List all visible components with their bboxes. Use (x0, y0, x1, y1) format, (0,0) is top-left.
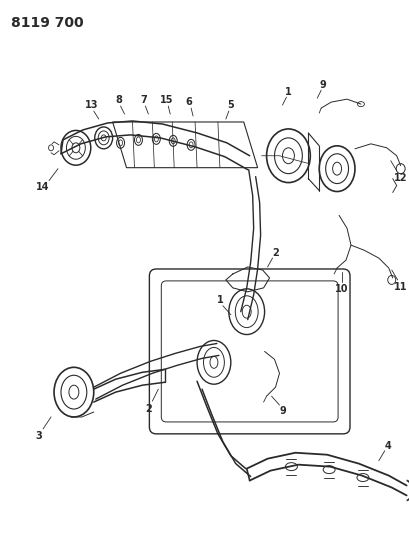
Text: 5: 5 (227, 100, 234, 110)
Text: 8119 700: 8119 700 (11, 15, 84, 30)
Text: 15: 15 (159, 95, 173, 105)
Text: 11: 11 (393, 282, 407, 292)
Text: 8: 8 (115, 95, 122, 105)
Text: 13: 13 (85, 100, 98, 110)
Text: 3: 3 (36, 431, 43, 441)
Text: 12: 12 (393, 173, 407, 183)
Text: 2: 2 (145, 404, 151, 414)
Text: 9: 9 (319, 80, 326, 90)
Text: 9: 9 (279, 406, 285, 416)
Text: 6: 6 (185, 97, 192, 107)
Text: 2: 2 (272, 248, 278, 258)
Text: 1: 1 (216, 295, 223, 305)
Text: 14: 14 (36, 182, 50, 191)
Text: 4: 4 (384, 441, 390, 451)
Text: 1: 1 (284, 87, 291, 97)
Text: 7: 7 (140, 95, 146, 105)
Text: 10: 10 (335, 284, 348, 294)
